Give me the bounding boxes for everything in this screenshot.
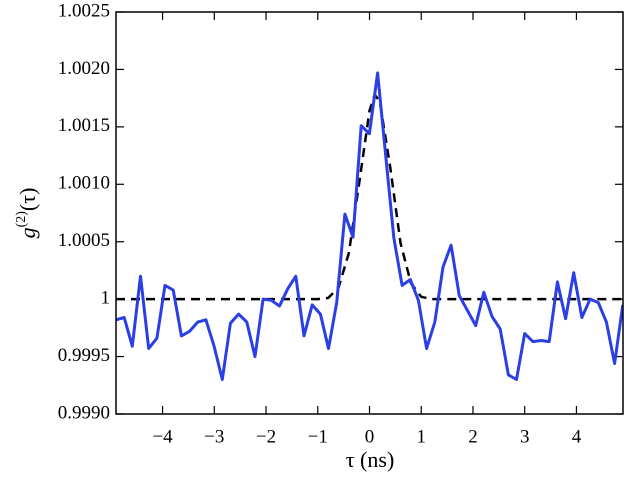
y-tick-label: 0.9990 (58, 402, 110, 423)
x-tick-label: −3 (204, 426, 224, 447)
y-tick-label: 1.0005 (58, 230, 110, 251)
x-tick-label: 2 (468, 426, 478, 447)
x-tick-label: −4 (152, 426, 173, 447)
y-tick-label: 1.0025 (58, 0, 110, 21)
y-label-arg: (τ) (15, 188, 40, 212)
y-tick-label: 1.0015 (58, 115, 110, 136)
x-axis-label: τ (ns) (346, 447, 395, 472)
y-label-base: g (15, 227, 40, 238)
series-line (116, 71, 623, 381)
plot-frame (115, 11, 624, 415)
y-tick-label: 0.9995 (58, 345, 110, 366)
x-tick-label: −2 (256, 426, 276, 447)
y-tick-label: 1.0020 (58, 58, 110, 79)
y-tick-label: 1.0010 (58, 173, 110, 194)
x-tick-label: 0 (365, 426, 375, 447)
x-tick-label: −1 (308, 426, 328, 447)
y-tick-label: 1 (101, 288, 111, 309)
x-tick-label: 4 (572, 426, 582, 447)
y-axis-label: g(2)(τ) (14, 188, 40, 239)
x-tick-label: 3 (520, 426, 530, 447)
y-label-sup: (2) (14, 211, 29, 228)
x-tick-label: 1 (416, 426, 426, 447)
